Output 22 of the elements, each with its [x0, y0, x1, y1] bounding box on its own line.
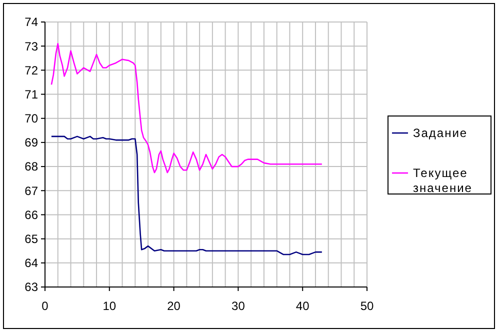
- y-tick-label: 64: [24, 256, 38, 270]
- y-tick-label: 70: [24, 112, 38, 126]
- line-series: [50, 136, 323, 256]
- y-tick-label: 65: [24, 232, 38, 246]
- y-tick-label: 63: [24, 280, 38, 294]
- y-tick-label: 68: [24, 160, 38, 174]
- x-tick-label: 50: [360, 299, 374, 313]
- y-tick-label: 66: [24, 208, 38, 222]
- x-tick-label: 10: [102, 299, 116, 313]
- x-tick-label: 20: [167, 299, 181, 313]
- y-tick-label: 71: [24, 87, 38, 102]
- y-tick-label: 67: [24, 184, 38, 198]
- legend-label: Задание: [413, 126, 468, 140]
- y-tick-label: 72: [24, 63, 38, 78]
- y-tick-label: 69: [24, 136, 38, 150]
- x-tick-label: 40: [296, 299, 310, 313]
- line-series: [50, 43, 323, 174]
- legend-label: Текущее значение: [413, 166, 472, 195]
- y-tick-label: 73: [24, 39, 38, 54]
- x-tick-label: 0: [42, 299, 49, 313]
- x-tick-label: 30: [232, 299, 246, 313]
- y-tick-label: 74: [24, 15, 38, 30]
